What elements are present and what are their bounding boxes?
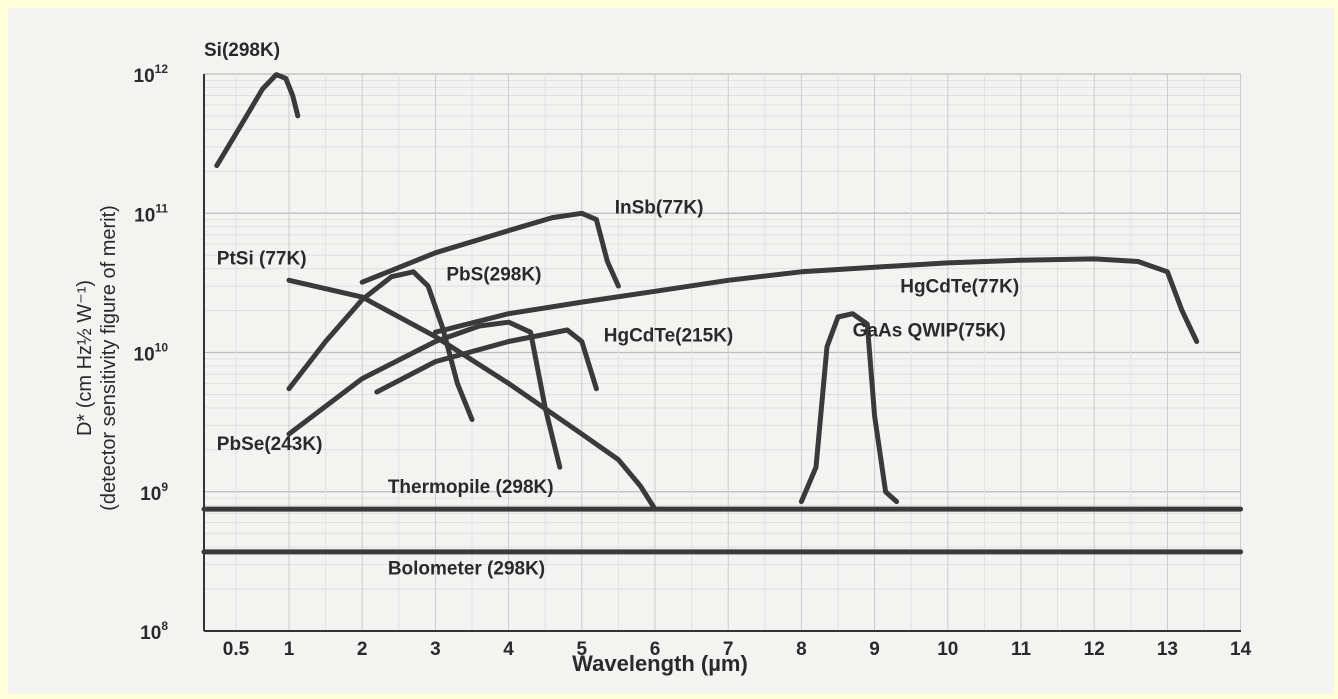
y-tick-label: 1012 bbox=[134, 62, 169, 87]
x-tick-label: 7 bbox=[723, 639, 734, 660]
series-label-hgcdte-77k: HgCdTe(77K) bbox=[900, 276, 1019, 297]
y-axis-label: D* (cm Hz½ W⁻¹) bbox=[74, 280, 96, 436]
axes bbox=[203, 74, 1241, 632]
series-label-gaas-qwip-75k: GaAs QWIP(75K) bbox=[853, 321, 1006, 342]
series-line-hgcdte-77k bbox=[432, 256, 1200, 344]
series-line-pbse-243k bbox=[286, 319, 563, 470]
x-tick-label: 4 bbox=[503, 639, 514, 660]
x-tick-label: 1 bbox=[284, 639, 295, 660]
x-tick-label: 3 bbox=[430, 639, 441, 660]
series-line-hgcdte-215k bbox=[374, 327, 599, 395]
x-axis-label: Wavelength (µm) bbox=[572, 651, 748, 676]
series-label-thermopile-298k: Thermopile (298K) bbox=[388, 477, 554, 498]
x-tick-label: 0.5 bbox=[223, 639, 250, 660]
series-line-pbs-298k bbox=[286, 269, 475, 422]
x-tick-label: 2 bbox=[357, 639, 368, 660]
series-line-si-298k bbox=[214, 72, 301, 169]
series-label-hgcdte-215k: HgCdTe(215K) bbox=[604, 325, 734, 346]
x-tick-label: 8 bbox=[796, 639, 807, 660]
series-labels: Si(298K) InSb(77K) PtSi (77K) PbS(298K) HgCd… bbox=[204, 40, 1019, 580]
y-tick-label: 109 bbox=[140, 480, 168, 505]
y-tick-label: 1010 bbox=[134, 341, 169, 366]
chart-frame: 0.5 1 2 3 4 5 6 7 8 9 10 11 12 13 14 108 109 1010 1011 101… bbox=[8, 8, 1334, 694]
x-tick-label: 5 bbox=[577, 639, 588, 660]
y-axis-label-sub: (detector sensitivity figure of merit) bbox=[98, 205, 120, 511]
x-tick-label: 9 bbox=[869, 639, 880, 660]
x-tick-label: 11 bbox=[1011, 639, 1032, 660]
y-tick-label: 1011 bbox=[134, 201, 168, 226]
series-label-si-298k: Si(298K) bbox=[204, 40, 280, 61]
x-tick-label: 10 bbox=[937, 639, 958, 660]
y-tick-label: 108 bbox=[140, 619, 168, 644]
x-tick-label: 12 bbox=[1084, 639, 1105, 660]
y-tick-labels: 108 109 1010 1011 1012 bbox=[134, 62, 169, 644]
x-tick-label: 13 bbox=[1157, 639, 1178, 660]
series-label-ptsi-77k: PtSi (77K) bbox=[217, 248, 307, 269]
series-lines bbox=[201, 72, 1244, 555]
series-line-insb-77k bbox=[359, 210, 621, 289]
series-label-bolometer-298k: Bolometer (298K) bbox=[388, 558, 545, 579]
series-label-pbse-243k: PbSe(243K) bbox=[217, 434, 323, 455]
series-label-pbs-298k: PbS(298K) bbox=[446, 264, 541, 285]
detectivity-chart: 0.5 1 2 3 4 5 6 7 8 9 10 11 12 13 14 10810910101011101… bbox=[74, 40, 1252, 676]
series-line-gaas-qwip-75k bbox=[798, 311, 900, 505]
series-label-insb-77k: InSb(77K) bbox=[615, 197, 704, 218]
x-tick-label: 6 bbox=[650, 639, 661, 660]
grid bbox=[204, 73, 1242, 632]
x-tick-labels: 0.5 1 2 3 4 5 6 7 8 9 10 11 12 13 14 bbox=[223, 639, 1252, 660]
x-tick-label: 14 bbox=[1230, 639, 1252, 660]
